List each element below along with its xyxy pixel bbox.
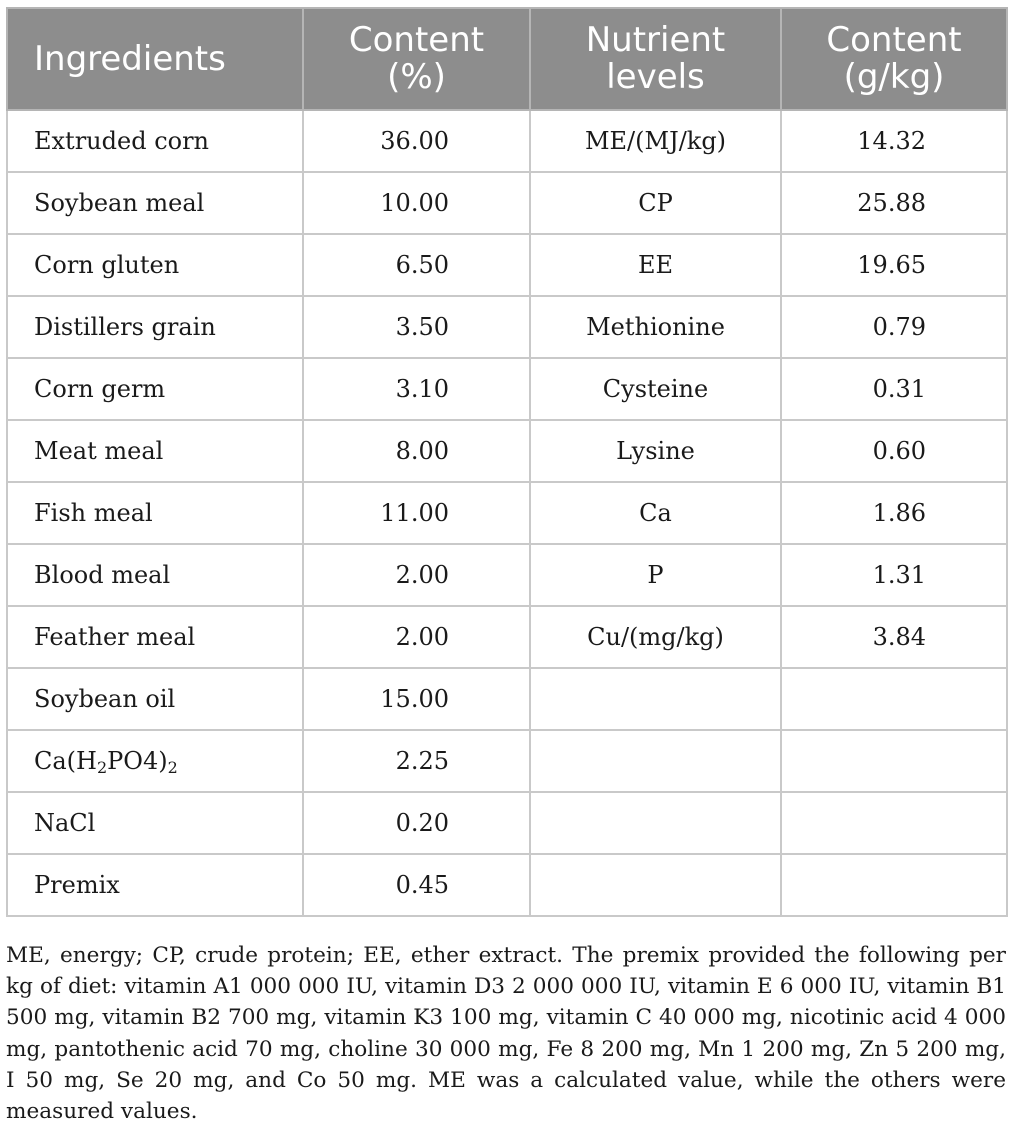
nutrient-cell: Cysteine [529, 357, 782, 421]
table-row: Meat meal 8.00 Lysine 0.60 [6, 419, 1008, 483]
nutrient-cell: Ca [529, 481, 782, 545]
level-cell [780, 791, 1008, 855]
table-row: Ca(H2PO4)2 2.25 [6, 729, 1008, 793]
content-cell: 2.00 [302, 543, 531, 607]
content-cell: 3.50 [302, 295, 531, 359]
formula-part-b: PO4) [107, 747, 168, 775]
nutrient-cell [529, 729, 782, 793]
level-cell: 25.88 [780, 171, 1008, 235]
content-cell: 0.20 [302, 791, 531, 855]
table-row: Extruded corn 36.00 ME/(MJ/kg) 14.32 [6, 109, 1008, 173]
header-content-gkg-line2: (g/kg) [843, 57, 945, 97]
header-content-gkg: Content (g/kg) [780, 7, 1008, 111]
table-row: Feather meal 2.00 Cu/(mg/kg) 3.84 [6, 605, 1008, 669]
level-cell [780, 729, 1008, 793]
table-header: Ingredients Content (%) Nutrient levels … [6, 7, 1008, 111]
level-cell: 3.84 [780, 605, 1008, 669]
level-cell: 0.60 [780, 419, 1008, 483]
content-cell: 2.00 [302, 605, 531, 669]
content-cell: 36.00 [302, 109, 531, 173]
header-content-percent-line1: Content [348, 20, 485, 60]
formula-subscript-1: 2 [96, 758, 108, 777]
ingredient-cell: Premix [6, 853, 304, 917]
ingredient-cell: Blood meal [6, 543, 304, 607]
ingredient-cell: Corn gluten [6, 233, 304, 297]
content-cell: 15.00 [302, 667, 531, 731]
ingredient-cell: NaCl [6, 791, 304, 855]
header-row: Ingredients Content (%) Nutrient levels … [6, 7, 1008, 111]
formula-subscript-2: 2 [167, 758, 178, 777]
nutrient-cell: Cu/(mg/kg) [529, 605, 782, 669]
level-cell: 19.65 [780, 233, 1008, 297]
level-cell: 14.32 [780, 109, 1008, 173]
table-row: Soybean meal 10.00 CP 25.88 [6, 171, 1008, 235]
table-row: Blood meal 2.00 P 1.31 [6, 543, 1008, 607]
ingredient-cell: Corn germ [6, 357, 304, 421]
ingredient-cell: Soybean meal [6, 171, 304, 235]
level-cell [780, 853, 1008, 917]
table-row: Soybean oil 15.00 [6, 667, 1008, 731]
table-row: Premix 0.45 [6, 853, 1008, 917]
nutrient-cell [529, 667, 782, 731]
content-cell: 6.50 [302, 233, 531, 297]
table-row: Fish meal 11.00 Ca 1.86 [6, 481, 1008, 545]
content-cell: 0.45 [302, 853, 531, 917]
nutrient-cell: Methionine [529, 295, 782, 359]
formula-part-a: Ca(H [34, 747, 97, 775]
ingredient-cell: Distillers grain [6, 295, 304, 359]
header-content-percent-line2: (%) [387, 57, 446, 97]
content-cell: 10.00 [302, 171, 531, 235]
header-nutrient-levels-line2: levels [606, 57, 705, 97]
table-row: NaCl 0.20 [6, 791, 1008, 855]
nutrient-cell [529, 853, 782, 917]
table-row: Corn gluten 6.50 EE 19.65 [6, 233, 1008, 297]
ingredient-cell: Extruded corn [6, 109, 304, 173]
level-cell [780, 667, 1008, 731]
nutrient-cell: Lysine [529, 419, 782, 483]
level-cell: 1.86 [780, 481, 1008, 545]
nutrient-cell: ME/(MJ/kg) [529, 109, 782, 173]
ingredient-cell-formula: Ca(H2PO4)2 [6, 729, 304, 793]
header-nutrient-levels-line1: Nutrient [585, 20, 726, 60]
nutrient-cell [529, 791, 782, 855]
level-cell: 1.31 [780, 543, 1008, 607]
ingredient-cell: Soybean oil [6, 667, 304, 731]
table: Ingredients Content (%) Nutrient levels … [6, 7, 1008, 917]
table-row: Corn germ 3.10 Cysteine 0.31 [6, 357, 1008, 421]
diet-composition-table: Ingredients Content (%) Nutrient levels … [6, 7, 1008, 917]
header-ingredients: Ingredients [6, 7, 304, 111]
ingredient-cell: Fish meal [6, 481, 304, 545]
content-cell: 8.00 [302, 419, 531, 483]
nutrient-cell: P [529, 543, 782, 607]
content-cell: 3.10 [302, 357, 531, 421]
content-cell: 11.00 [302, 481, 531, 545]
level-cell: 0.31 [780, 357, 1008, 421]
ingredient-cell: Meat meal [6, 419, 304, 483]
content-cell: 2.25 [302, 729, 531, 793]
header-content-percent: Content (%) [302, 7, 531, 111]
header-content-gkg-line1: Content [826, 20, 962, 60]
ingredient-cell: Feather meal [6, 605, 304, 669]
header-ingredients-label: Ingredients [34, 38, 226, 79]
nutrient-cell: EE [529, 233, 782, 297]
table-row: Distillers grain 3.50 Methionine 0.79 [6, 295, 1008, 359]
nutrient-cell: CP [529, 171, 782, 235]
table-footnote: ME, energy; CP, crude protein; EE, ether… [6, 943, 1006, 1125]
level-cell: 0.79 [780, 295, 1008, 359]
table-body: Extruded corn 36.00 ME/(MJ/kg) 14.32 Soy… [6, 109, 1008, 917]
header-nutrient-levels: Nutrient levels [529, 7, 782, 111]
